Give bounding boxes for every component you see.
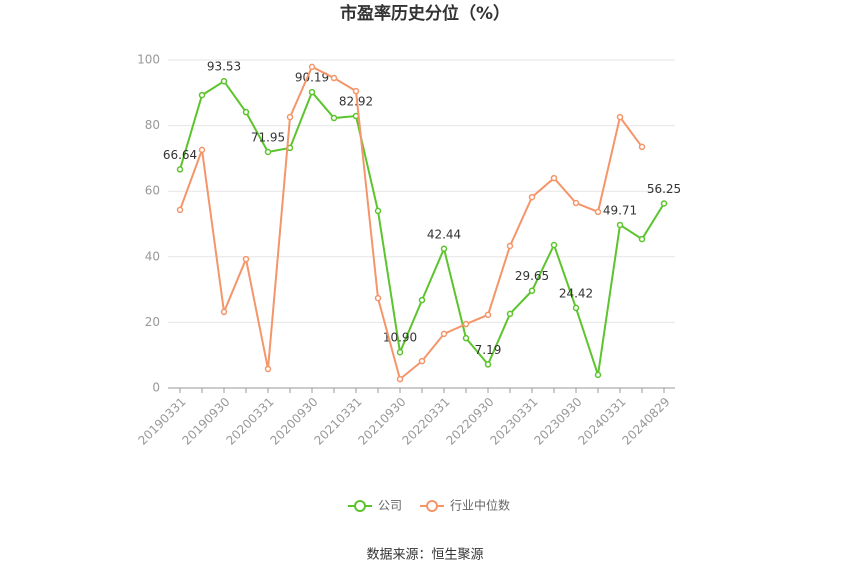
chart-title: 市盈率历史分位（%） (340, 3, 510, 24)
point (176, 166, 184, 173)
point (462, 334, 470, 342)
point (242, 108, 250, 116)
point (638, 143, 646, 151)
point (330, 114, 338, 122)
point (374, 294, 382, 302)
point (594, 371, 602, 379)
point (506, 242, 514, 250)
point (440, 245, 448, 253)
y-tick-label: 40 (145, 249, 160, 263)
data-label: 90.19 (295, 71, 329, 85)
point (462, 320, 470, 328)
point (594, 208, 602, 216)
y-tick-label: 60 (145, 184, 160, 198)
point (308, 88, 316, 96)
data-label: 29.65 (515, 269, 549, 283)
y-tick-label: 20 (145, 315, 160, 329)
point (220, 77, 228, 85)
point (198, 91, 206, 99)
point (220, 308, 228, 316)
point (198, 146, 206, 154)
data-label: 82.92 (339, 95, 373, 109)
data-label: 93.53 (207, 60, 241, 74)
y-tick-label: 100 (137, 53, 160, 67)
legend-marker (426, 500, 439, 512)
data-label: 7.19 (475, 343, 502, 357)
point (572, 199, 580, 207)
point (440, 330, 448, 338)
legend-label: 公司 (378, 499, 402, 513)
point (396, 348, 404, 356)
point (660, 200, 668, 207)
point (352, 87, 360, 95)
data-label: 49.71 (603, 203, 637, 217)
legend-label: 行业中位数 (450, 498, 510, 513)
point (176, 206, 184, 214)
legend-marker (354, 500, 366, 512)
point (286, 113, 294, 121)
data-label: 71.95 (251, 131, 285, 145)
point (264, 365, 272, 373)
point (396, 375, 404, 383)
point (418, 357, 426, 365)
point (550, 174, 558, 182)
point (264, 148, 272, 156)
point (330, 74, 338, 82)
point (374, 207, 382, 215)
point (506, 310, 514, 318)
point (616, 221, 624, 229)
data-label: 56.25 (647, 182, 681, 196)
point (242, 255, 250, 263)
data-label: 66.64 (163, 148, 197, 162)
point (616, 113, 624, 121)
point (528, 287, 536, 294)
point (484, 361, 492, 368)
source: 数据来源：恒生聚源 (366, 548, 483, 563)
point (550, 241, 558, 249)
data-label: 10.90 (383, 331, 417, 345)
point (308, 63, 316, 71)
series-line (179, 65, 643, 381)
y-tick-label: 0 (152, 381, 160, 395)
data-label: 24.42 (559, 286, 593, 300)
point (418, 296, 426, 304)
x-tick-label: 20240829 (620, 395, 673, 448)
data-label: 42.44 (427, 227, 461, 241)
point (484, 311, 492, 319)
y-tick-label: 80 (145, 118, 160, 132)
point (528, 193, 536, 201)
point (638, 235, 646, 243)
point (572, 304, 580, 312)
